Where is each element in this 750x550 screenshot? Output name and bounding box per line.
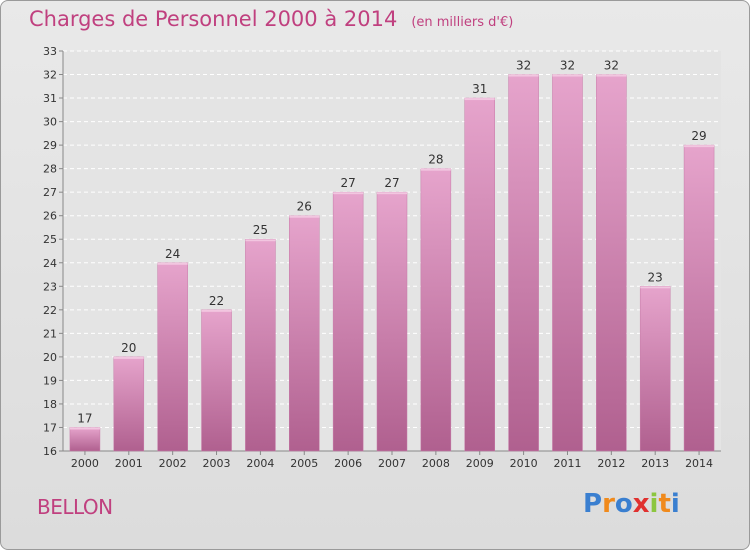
bar bbox=[201, 309, 232, 452]
bar-highlight bbox=[552, 74, 583, 77]
proxiti-logo: Proxiti bbox=[583, 489, 680, 519]
bar-value-label: 25 bbox=[253, 223, 268, 237]
y-tick-label: 22 bbox=[43, 304, 57, 317]
y-tick-label: 18 bbox=[43, 398, 57, 411]
y-tick-label: 20 bbox=[43, 351, 57, 364]
bar-value-label: 27 bbox=[384, 176, 399, 190]
bar-highlight bbox=[289, 215, 320, 218]
bar bbox=[683, 144, 715, 452]
bar-highlight bbox=[420, 168, 451, 171]
bar bbox=[596, 74, 627, 452]
x-tick-label: 2009 bbox=[466, 457, 494, 470]
bar-value-label: 20 bbox=[121, 341, 136, 355]
x-tick-label: 2011 bbox=[553, 457, 581, 470]
x-tick-label: 2008 bbox=[422, 457, 450, 470]
logo-letter: r bbox=[602, 489, 615, 519]
x-tick-label: 2013 bbox=[641, 457, 669, 470]
bar-value-label: 23 bbox=[648, 270, 663, 284]
bar-highlight bbox=[157, 262, 188, 265]
y-tick-label: 21 bbox=[43, 327, 57, 340]
bar bbox=[552, 74, 583, 452]
bar-highlight bbox=[464, 98, 495, 101]
x-tick-label: 2012 bbox=[597, 457, 625, 470]
bar-highlight bbox=[640, 286, 671, 289]
bar bbox=[113, 356, 145, 452]
logo-letter: x bbox=[632, 489, 650, 519]
chart-title-text: Charges de Personnel 2000 à 2014 bbox=[29, 7, 398, 31]
bar bbox=[639, 286, 671, 452]
y-tick-label: 28 bbox=[43, 163, 57, 176]
chart-title: Charges de Personnel 2000 à 2014 (en mill… bbox=[29, 7, 513, 31]
x-tick-label: 2006 bbox=[334, 457, 362, 470]
logo-letter: t bbox=[658, 489, 671, 519]
bar bbox=[332, 191, 364, 452]
bar-highlight bbox=[69, 427, 100, 430]
bar bbox=[289, 215, 320, 452]
y-tick-label: 29 bbox=[43, 139, 57, 152]
bar-value-label: 17 bbox=[77, 411, 92, 425]
bar bbox=[245, 238, 276, 452]
bar-value-label: 32 bbox=[560, 59, 575, 73]
bar-highlight bbox=[508, 74, 539, 77]
logo-letter: P bbox=[583, 489, 603, 519]
place-name: BELLON bbox=[37, 495, 113, 519]
x-tick-label: 2002 bbox=[159, 457, 187, 470]
logo-letter: i bbox=[649, 489, 659, 519]
x-tick-label: 2014 bbox=[685, 457, 713, 470]
y-tick-label: 16 bbox=[43, 445, 57, 458]
y-tick-label: 24 bbox=[43, 257, 57, 270]
bar bbox=[420, 168, 452, 452]
bar bbox=[508, 74, 539, 452]
y-tick-label: 27 bbox=[43, 186, 57, 199]
bar-value-label: 32 bbox=[604, 59, 619, 73]
bar-value-label: 24 bbox=[165, 247, 180, 261]
bar bbox=[157, 262, 188, 452]
chart-subtitle: (en milliers d'€) bbox=[411, 15, 514, 30]
x-tick-label: 2005 bbox=[290, 457, 318, 470]
y-tick-label: 31 bbox=[43, 92, 57, 105]
bar-value-label: 22 bbox=[209, 294, 224, 308]
bar-value-label: 32 bbox=[516, 59, 531, 73]
y-tick-label: 26 bbox=[43, 210, 57, 223]
bar-highlight bbox=[377, 192, 407, 195]
y-tick-label: 30 bbox=[43, 116, 57, 129]
y-tick-label: 23 bbox=[43, 280, 57, 293]
bar bbox=[69, 427, 101, 452]
y-tick-label: 19 bbox=[43, 374, 57, 387]
bar-highlight bbox=[684, 145, 715, 148]
bar bbox=[376, 191, 408, 452]
x-tick-label: 2010 bbox=[510, 457, 538, 470]
bar-value-label: 28 bbox=[428, 153, 443, 167]
bar-highlight bbox=[245, 239, 276, 242]
x-tick-label: 2004 bbox=[246, 457, 274, 470]
x-tick-label: 2007 bbox=[378, 457, 406, 470]
bar-value-label: 27 bbox=[340, 176, 355, 190]
y-tick-label: 32 bbox=[43, 69, 57, 82]
bar-highlight bbox=[201, 309, 232, 312]
x-tick-label: 2000 bbox=[71, 457, 99, 470]
y-tick-label: 17 bbox=[43, 421, 57, 434]
y-tick-label: 25 bbox=[43, 233, 57, 246]
bar-value-label: 29 bbox=[691, 129, 706, 143]
bar-value-label: 26 bbox=[297, 200, 312, 214]
x-tick-label: 2001 bbox=[115, 457, 143, 470]
logo-letter: i bbox=[670, 489, 680, 519]
x-tick-label: 2003 bbox=[203, 457, 231, 470]
bar-highlight bbox=[113, 356, 144, 359]
bar-highlight bbox=[333, 192, 364, 195]
bar-value-label: 31 bbox=[472, 82, 487, 96]
bar bbox=[464, 97, 495, 452]
bar-highlight bbox=[596, 74, 627, 77]
logo-letter: o bbox=[614, 489, 633, 519]
y-tick-label: 33 bbox=[43, 45, 57, 58]
